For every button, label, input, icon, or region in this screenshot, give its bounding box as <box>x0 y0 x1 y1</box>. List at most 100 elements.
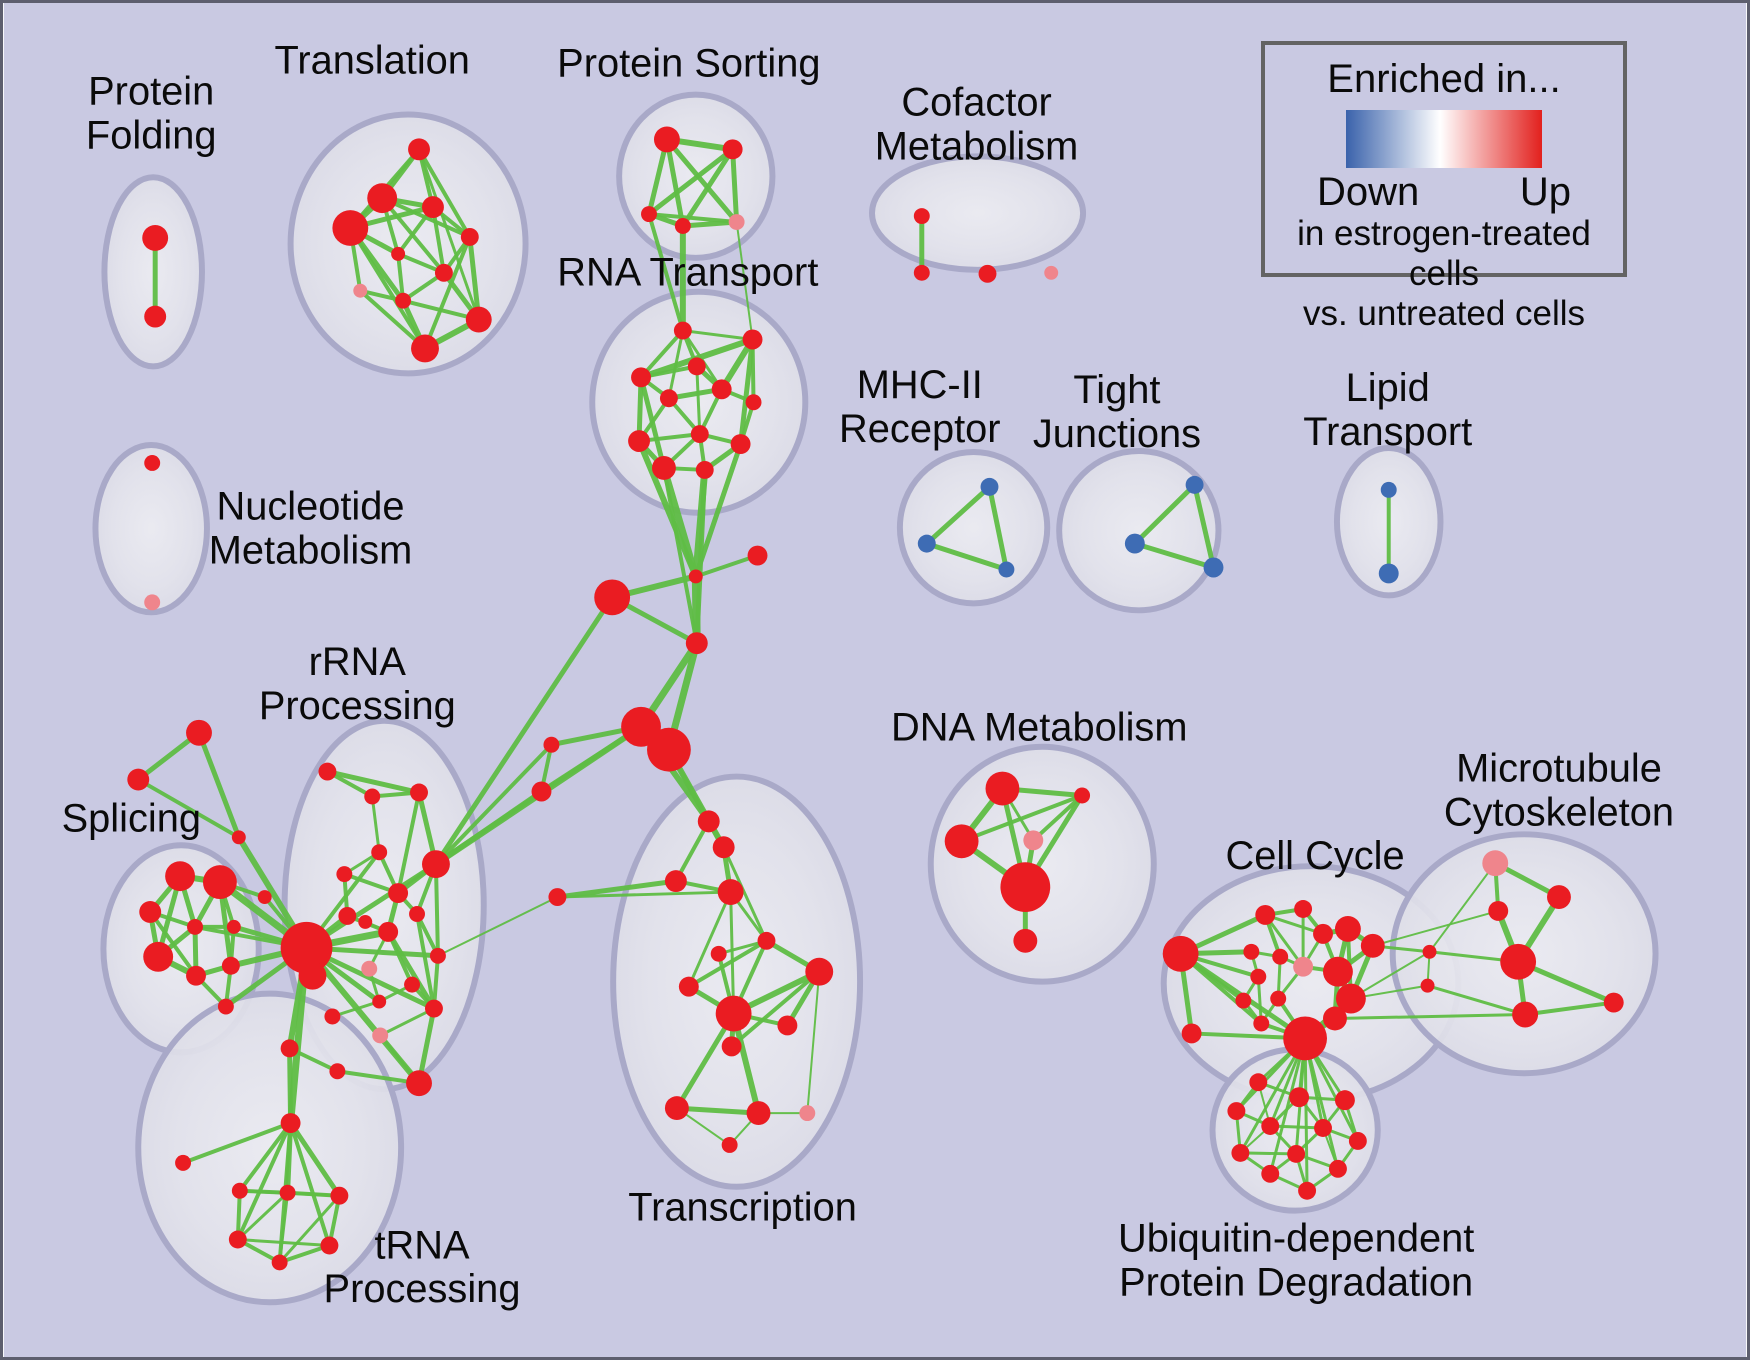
network-node-TC15 <box>721 1136 738 1153</box>
network-edge <box>987 484 1009 572</box>
network-node-MT5 <box>1603 992 1624 1013</box>
network-node-RT8 <box>690 425 709 444</box>
network-edge <box>924 484 992 547</box>
network-edge <box>686 938 769 989</box>
network-node-TC13 <box>746 1101 771 1126</box>
network-node-TR9 <box>271 1254 288 1271</box>
network-node-RT3 <box>687 357 706 376</box>
network-node-L1 <box>1380 481 1397 498</box>
network-node-U2 <box>1289 1087 1310 1108</box>
network-node-TR5 <box>231 1182 248 1199</box>
network-node-S2 <box>202 865 237 900</box>
network-node-C12 <box>1235 992 1252 1009</box>
network-node-RT9 <box>628 430 650 453</box>
network-node-U6 <box>1314 1119 1332 1137</box>
network-node-RT11 <box>651 455 676 480</box>
cluster-label-line: MHC-II <box>857 363 983 407</box>
legend-gradient-bar <box>1346 110 1542 168</box>
network-node-T11 <box>411 334 439 363</box>
network-node-TC4 <box>717 879 744 906</box>
network-node-TR7 <box>330 1186 349 1205</box>
network-node-R15 <box>372 994 387 1009</box>
network-node-B7 <box>543 736 560 753</box>
network-node-TC6 <box>710 945 727 962</box>
network-edge <box>417 147 472 239</box>
cluster-labels: Protein Folding Translation Protein Sorting… <box>62 39 1674 1312</box>
cluster-tight-junctions-label: Tight Junctions <box>1033 368 1201 456</box>
network-node-RT12 <box>695 460 714 479</box>
network-canvas: Protein Folding Translation Protein Sorting… <box>3 3 1747 1357</box>
legend-title: Enriched in... <box>1327 57 1561 101</box>
network-node-B5 <box>621 706 661 747</box>
network-edge <box>695 364 702 436</box>
network-node-R13 <box>429 947 446 964</box>
network-node-TR4 <box>175 1154 192 1171</box>
network-node-U8 <box>1231 1143 1250 1162</box>
network-edge <box>674 1105 762 1116</box>
network-edge <box>370 794 381 854</box>
network-edge <box>436 896 559 957</box>
cluster-label-line: Transcription <box>628 1186 857 1230</box>
cluster-label-line: tRNA <box>374 1223 470 1267</box>
network-node-S3 <box>139 901 162 923</box>
network-node-C6 <box>1360 933 1385 958</box>
network-node-M3 <box>998 561 1015 578</box>
cluster-mhc-ii-receptor-label: MHC-II Receptor <box>839 363 1001 451</box>
network-node-S10 <box>257 890 272 905</box>
cluster-label-line: Lipid <box>1346 366 1430 410</box>
network-node-PF2 <box>144 305 167 328</box>
network-node-PS5 <box>728 214 745 230</box>
network-edge <box>687 890 733 989</box>
network-node-TR2 <box>329 1063 346 1080</box>
network-edge <box>1268 1036 1307 1176</box>
network-edge <box>1428 862 1497 953</box>
network-node-TC12 <box>664 1096 689 1121</box>
network-node-D1 <box>985 771 1020 806</box>
network-edge <box>806 970 821 1115</box>
network-edge <box>181 1121 293 1165</box>
network-node-T3 <box>422 196 444 219</box>
network-edge <box>1132 541 1216 570</box>
network-node-B2 <box>747 545 768 566</box>
network-edge <box>681 329 755 342</box>
cluster-label-line: Cytoskeleton <box>1444 790 1674 834</box>
cluster-splicing-label: Splicing <box>62 796 201 840</box>
network-node-T4 <box>332 210 369 246</box>
network-edge <box>433 862 440 958</box>
network-edge <box>1132 482 1198 547</box>
network-node-R4 <box>371 844 388 861</box>
network-node-NM2 <box>144 594 161 611</box>
network-node-PS4 <box>674 218 691 234</box>
network-edge <box>378 1007 436 1037</box>
network-edge <box>722 845 768 943</box>
network-node-T5 <box>460 228 479 246</box>
network-node-U5 <box>1261 1117 1280 1135</box>
cluster-label-line: Metabolism <box>875 124 1079 168</box>
network-node-B3 <box>594 579 631 616</box>
network-edge <box>1263 913 1325 936</box>
network-edge <box>1333 1013 1527 1020</box>
network-node-C15 <box>1181 1023 1202 1044</box>
network-node-RT5 <box>711 379 732 400</box>
network-node-S4 <box>187 918 203 935</box>
network-node-C5 <box>1334 915 1361 942</box>
network-edge <box>430 205 446 275</box>
cluster-label-line: DNA Metabolism <box>891 706 1187 750</box>
network-node-SP1 <box>186 719 212 746</box>
network-node-D2 <box>1074 787 1091 804</box>
cluster-label-line: Ubiquitin-dependent <box>1118 1216 1474 1260</box>
network-edge <box>396 790 422 896</box>
cluster-protein-folding-label: Protein Folding <box>86 70 217 158</box>
network-node-R18 <box>372 1027 389 1044</box>
network-edge <box>278 1191 290 1264</box>
network-node-R3 <box>410 783 428 802</box>
network-node-RT10 <box>730 434 751 455</box>
network-edge <box>288 1120 342 1199</box>
cluster-label-line: Receptor <box>839 407 1001 451</box>
cluster-label-line: Microtubule <box>1456 747 1662 791</box>
network-edge <box>1371 909 1500 947</box>
network-node-U4 <box>1227 1102 1246 1121</box>
network-node-PS2 <box>722 139 743 160</box>
cluster-tight-junctions-ellipse <box>1056 448 1222 614</box>
